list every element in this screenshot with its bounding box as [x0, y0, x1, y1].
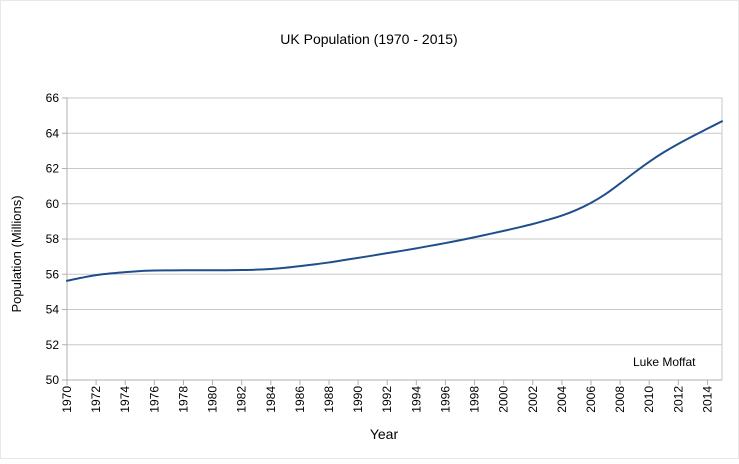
x-tick-label: 1990 — [351, 386, 365, 413]
data-point-1973 — [110, 272, 112, 274]
x-tick-label: 1974 — [118, 386, 132, 413]
x-tick-label: 1976 — [147, 386, 161, 413]
chart-title: UK Population (1970 - 2015) — [280, 31, 457, 47]
data-point-2012 — [677, 143, 679, 145]
x-tick-label: 2012 — [671, 386, 685, 413]
x-tick-label: 1982 — [235, 386, 249, 413]
x-tick-label: 1996 — [438, 386, 452, 413]
x-tick-label: 1970 — [60, 386, 74, 413]
data-point-1995 — [430, 245, 432, 247]
data-point-1977 — [168, 269, 170, 271]
x-tick-label: 2010 — [642, 386, 656, 413]
data-point-1982 — [241, 269, 243, 271]
data-point-1996 — [444, 242, 446, 244]
x-tick-label: 1992 — [380, 386, 394, 413]
x-tick-label: 1980 — [206, 386, 220, 413]
data-point-1992 — [386, 252, 388, 254]
y-tick-label: 56 — [46, 267, 60, 281]
data-point-1999 — [488, 233, 490, 235]
author-annotation: Luke Moffat — [633, 355, 696, 369]
y-tick-label: 64 — [46, 126, 60, 140]
x-tick-label: 1972 — [89, 386, 103, 413]
data-point-2004 — [561, 215, 563, 217]
x-tick-label: 2008 — [613, 386, 627, 413]
data-point-1971 — [81, 277, 83, 279]
x-tick-label: 2004 — [555, 386, 569, 413]
data-point-2010 — [648, 161, 650, 163]
data-point-1998 — [474, 236, 476, 238]
data-point-1970 — [66, 280, 68, 282]
data-point-2006 — [590, 202, 592, 204]
series-layer — [66, 120, 723, 282]
y-tick-label: 50 — [46, 373, 60, 387]
x-tick-label: 1978 — [176, 386, 190, 413]
data-point-1997 — [459, 239, 461, 241]
x-tick-label: 2002 — [526, 386, 540, 413]
x-tick-label: 2006 — [584, 386, 598, 413]
data-point-1979 — [197, 269, 199, 271]
data-point-2000 — [503, 230, 505, 232]
data-point-1989 — [343, 259, 345, 261]
data-point-2013 — [692, 135, 694, 137]
x-tick-label: 1994 — [409, 386, 423, 413]
x-tick-label: 1984 — [264, 386, 278, 413]
data-point-2003 — [546, 219, 548, 221]
y-tick-label: 52 — [46, 338, 60, 352]
data-point-1991 — [372, 255, 374, 257]
data-point-1994 — [415, 247, 417, 249]
y-tick-label: 58 — [46, 232, 60, 246]
data-point-1990 — [357, 257, 359, 259]
data-point-2009 — [634, 171, 636, 173]
data-point-2005 — [575, 209, 577, 211]
data-point-2015 — [721, 120, 723, 122]
data-point-2007 — [605, 193, 607, 195]
data-point-2001 — [517, 227, 519, 229]
y-tick-label: 54 — [46, 303, 60, 317]
data-point-1988 — [328, 261, 330, 263]
data-point-1980 — [212, 269, 214, 271]
series-line-0 — [66, 120, 723, 282]
data-point-1981 — [226, 269, 228, 271]
data-point-1974 — [124, 271, 126, 273]
y-tick-label: 66 — [46, 91, 60, 105]
x-tick-label: 1998 — [468, 386, 482, 413]
data-point-2014 — [706, 128, 708, 130]
x-tick-label: 1988 — [322, 386, 336, 413]
data-point-1976 — [153, 270, 155, 272]
data-point-1975 — [139, 270, 141, 272]
x-tick-label: 2000 — [497, 386, 511, 413]
x-tick-label: 2014 — [700, 386, 714, 413]
gridlines — [66, 97, 723, 381]
x-axis-label: Year — [370, 426, 399, 442]
data-point-1983 — [255, 269, 257, 271]
data-point-1984 — [270, 268, 272, 270]
y-tick-label: 62 — [46, 162, 60, 176]
data-point-1993 — [401, 250, 403, 252]
data-point-2011 — [663, 151, 665, 153]
axes: 50 52 54 56 58 60 62 64 66 1970 1972 1974 1976 1978 19… — [46, 91, 722, 413]
data-point-1985 — [284, 267, 286, 269]
data-point-1978 — [182, 269, 184, 271]
y-tick-label: 60 — [46, 197, 60, 211]
data-point-2008 — [619, 182, 621, 184]
data-point-1986 — [299, 265, 301, 267]
y-axis-label: Population (Millions) — [9, 195, 24, 312]
data-point-2002 — [532, 223, 534, 225]
x-tick-label: 1986 — [293, 386, 307, 413]
data-point-1972 — [95, 274, 97, 276]
data-point-1987 — [313, 263, 315, 265]
